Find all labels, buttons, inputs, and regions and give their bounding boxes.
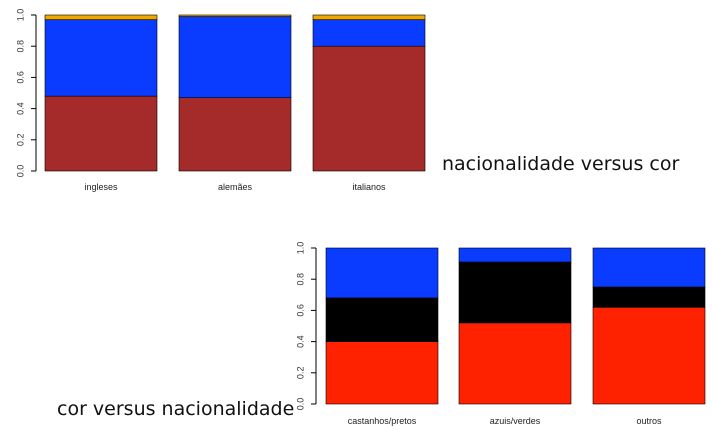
c2-category-label: castanhos/pretos: [348, 416, 417, 426]
c1-y-tick-label: 1.0: [15, 9, 25, 22]
c1-bar-0-segment-1: [44, 19, 158, 97]
c2-y-tick-label: 1.0: [295, 242, 305, 255]
c2-bar-1-segment-0: [458, 322, 572, 405]
c1-bar-0-segment-2: [44, 14, 158, 20]
c1-y-tick-label: 0.0: [15, 165, 25, 178]
c2-y-tick-label: 0.2: [295, 367, 305, 380]
c2-y-tick-label: 0.8: [295, 273, 305, 286]
caption-cor-versus-nacionalidade: cor versus nacionalidade: [57, 398, 295, 420]
c1-category-label: alemães: [218, 182, 253, 192]
c2-category-label: outros: [636, 416, 662, 426]
caption-nacionalidade-versus-cor: nacionalidade versus cor: [442, 153, 680, 175]
c2-bar-2-segment-1: [592, 286, 706, 308]
c1-bar-0-segment-0: [44, 95, 158, 172]
c2-category-label: azuis/verdes: [490, 416, 541, 426]
c1-y-tick-label: 0.6: [15, 71, 25, 84]
c1-bar-2-segment-2: [312, 14, 426, 20]
c1-y-tick-label: 0.8: [15, 40, 25, 53]
c2-bar-0-segment-0: [325, 341, 439, 405]
c2-bar-1-segment-1: [458, 261, 572, 324]
c1-y-tick-label: 0.2: [15, 134, 25, 147]
c1-category-label: ingleses: [84, 182, 118, 192]
c1-y-tick-label: 0.4: [15, 102, 25, 115]
c1-category-label: italianos: [352, 182, 386, 192]
c2-bar-2-segment-0: [592, 306, 706, 405]
c2-y-tick-label: 0.4: [295, 335, 305, 348]
c1-bar-2-segment-1: [312, 19, 426, 47]
c1-bar-1-segment-1: [178, 16, 292, 98]
c2-bar-0-segment-1: [325, 297, 439, 342]
c2-bar-1-segment-2: [458, 247, 572, 263]
c2-bar-0-segment-2: [325, 247, 439, 299]
c1-bar-2-segment-0: [312, 45, 426, 172]
c2-y-tick-label: 0.6: [295, 304, 305, 317]
c2-y-tick-label: 0.0: [295, 398, 305, 411]
c1-bar-1-segment-0: [178, 97, 292, 172]
c2-bar-2-segment-2: [592, 247, 706, 288]
c1-bar-1-segment-2: [178, 14, 292, 17]
